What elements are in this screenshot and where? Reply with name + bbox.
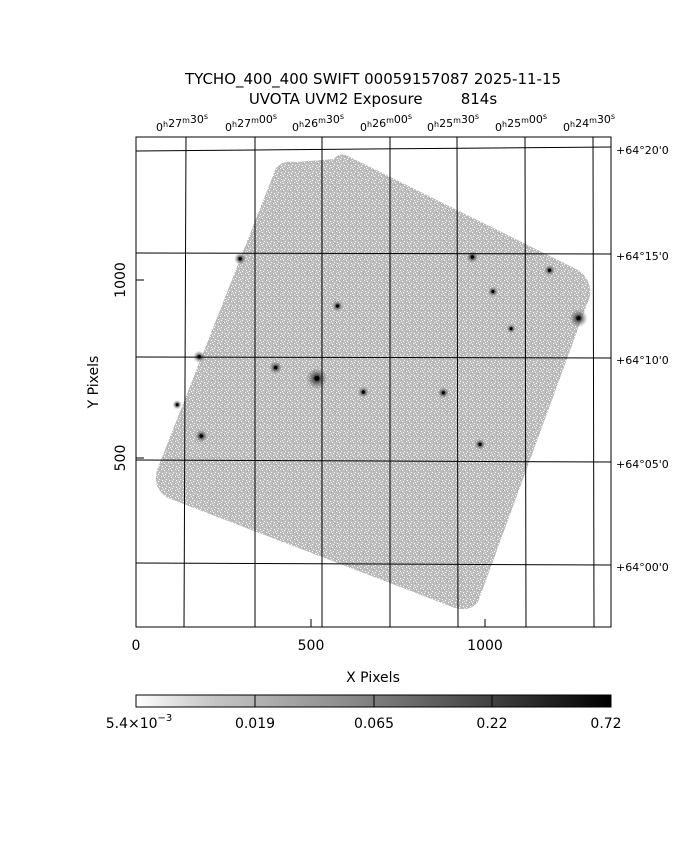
point-source-core <box>175 403 179 407</box>
point-source-core <box>491 290 495 294</box>
chart-title: TYCHO_400_400 SWIFT 00059157087 2025-11-… <box>184 70 561 89</box>
point-source-core <box>470 255 475 259</box>
colorbar-ticks <box>254 695 493 707</box>
point-source-core <box>238 257 242 261</box>
dec-tick-label: +64°00'0 <box>616 561 669 574</box>
dec-tick-label: +64°05'0 <box>616 458 669 471</box>
ra-tick-label: 0h27m00s <box>225 112 277 134</box>
ra-tick-label: 0h26m00s <box>360 112 412 134</box>
x-axis-label: X Pixels <box>346 670 400 686</box>
y-axis-label: Y Pixels <box>86 356 102 410</box>
ra-tick-label: 0h24m30s <box>563 112 615 134</box>
colorbar-label: 0.019 <box>235 716 275 732</box>
ra-tick-label: 0h25m30s <box>427 112 479 134</box>
colorbar-label: 0.065 <box>354 716 394 732</box>
ra-tick-label: 0h26m30s <box>292 112 344 134</box>
ra-tick-label: 0h25m00s <box>495 112 547 134</box>
point-source-core <box>335 304 340 308</box>
dec-axis-labels: +64°20'0 +64°15'0 +64°10'0 +64°05'0 +64°00'0 <box>616 144 669 574</box>
point-source-core <box>547 268 552 272</box>
plot-frame <box>135 136 612 628</box>
dec-tick-label: +64°20'0 <box>616 144 669 157</box>
dec-tick-label: +64°10'0 <box>616 354 669 367</box>
x-tick-label: 1000 <box>467 638 503 654</box>
colorbar-label-min: 5.4×10−3 <box>106 713 173 732</box>
point-source-core <box>509 327 513 331</box>
coordinate-grid <box>135 136 612 628</box>
point-source-core <box>199 434 204 438</box>
exposure-footprint <box>155 154 591 610</box>
x-tick-label: 0 <box>132 638 141 654</box>
point-source-core <box>361 390 365 394</box>
axis-ticks <box>135 279 486 627</box>
point-source-core <box>314 375 320 381</box>
dec-tick-label: +64°15'0 <box>616 250 669 263</box>
exposure-image <box>155 154 591 610</box>
ra-tick-label: 0h27m30s <box>156 112 208 134</box>
ra-axis-labels: 0h27m30s 0h27m00s 0h26m30s 0h26m00s 0h25m30s… <box>156 112 615 134</box>
point-source-core <box>576 316 581 321</box>
x-tick-label: 500 <box>298 638 325 654</box>
point-source-core <box>441 391 445 395</box>
colorbar-label: 0.22 <box>476 716 507 732</box>
point-source-core <box>273 365 278 370</box>
y-tick-label: 500 <box>113 445 129 472</box>
colorbar-label: 0.72 <box>590 716 621 732</box>
y-tick-label: 1000 <box>113 262 129 298</box>
point-source-core <box>478 442 482 446</box>
chart-subtitle: UVOTA UVM2 Exposure 814s <box>249 90 498 108</box>
